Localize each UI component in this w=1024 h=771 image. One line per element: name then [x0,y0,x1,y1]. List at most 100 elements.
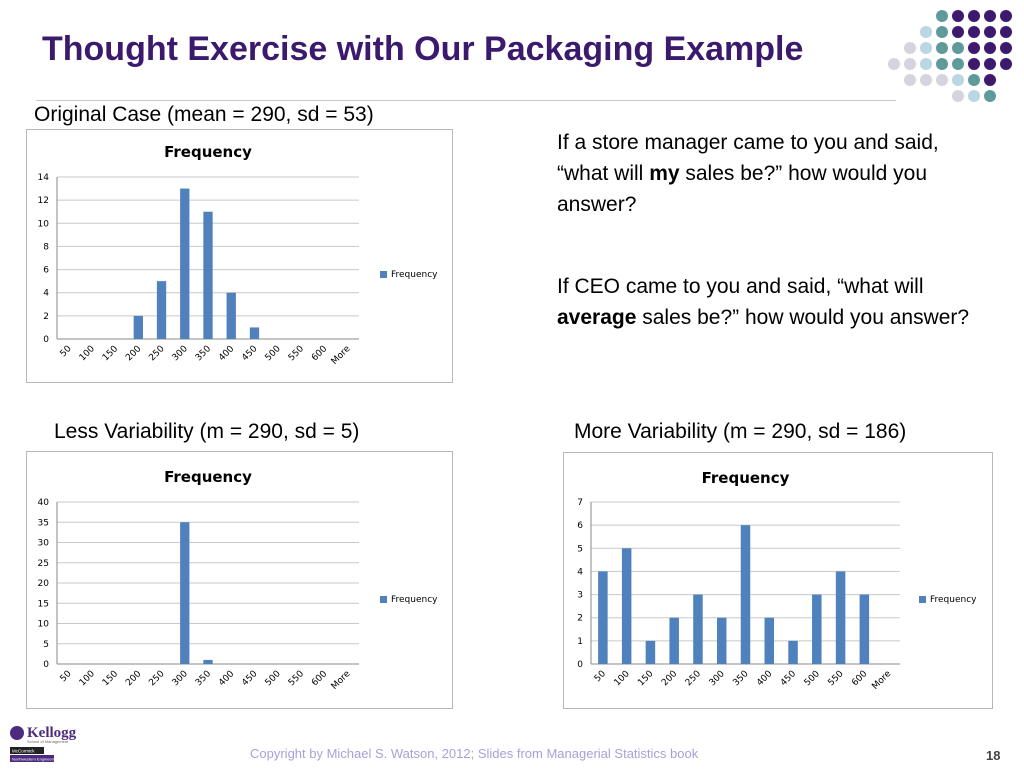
chart-title: Frequency [164,143,252,161]
x-tick-label: 550 [826,669,845,688]
x-tick-label: 200 [124,669,143,688]
y-tick-label: 10 [38,219,50,229]
x-tick-label: 550 [287,344,306,363]
decorative-dot [952,10,964,22]
logo-wordmark: Kellogg [27,725,77,741]
decorative-dot [984,74,996,86]
original-chart-frame: Frequency 0 2 4 6 8 10 12 14 50 100 150 200 250 300 350… [26,129,453,383]
copyright-footer: Copyright by Michael S. Watson, 2012; Sl… [250,746,699,761]
question-ceo: If CEO came to you and said, “what will … [557,271,977,333]
y-tick-label: 4 [577,567,583,577]
decorative-dot [904,74,916,86]
bar [669,617,679,664]
legend-swatch [380,596,387,603]
question2-emphasis: average [557,306,637,329]
x-tick-label: 200 [660,669,679,688]
y-tick-label: 0 [43,660,49,670]
x-tick-label: 350 [731,669,750,688]
y-tick-label: 1 [577,637,583,647]
y-tick-label: 0 [43,335,49,345]
y-tick-label: 15 [38,599,49,609]
x-tick-label: 100 [613,669,632,688]
kellogg-logo-graphic: Kellogg School of Management McCormick N… [10,725,77,762]
decorative-dot [968,42,980,54]
decorative-dot [968,74,980,86]
decorative-dot [984,42,996,54]
x-tick-label: 50 [59,669,74,684]
decorative-dot [952,90,964,102]
x-tick-label: 500 [264,344,283,363]
y-tick-label: 5 [577,544,583,554]
x-tick-label: 500 [803,669,822,688]
bar [740,525,751,664]
chart-title: Frequency [702,469,790,487]
x-tick-label: 450 [240,344,259,363]
decorative-dot [920,58,932,70]
decorative-dot [1000,42,1012,54]
bar [180,522,190,664]
more-variability-label: More Variability (m = 290, sd = 186) [574,420,907,443]
x-tick-label: 400 [217,669,236,688]
bar [835,571,846,664]
x-tick-label: 300 [708,669,727,688]
y-tick-label: 40 [38,498,50,508]
y-tick-label: 2 [577,614,583,624]
decorative-dot [984,58,996,70]
bar [203,659,213,664]
x-tick-label: 300 [171,669,190,688]
x-tick-label: 100 [78,344,97,363]
logo-badge-1: McCormick [12,749,35,754]
logo-subtext: School of Management [27,739,69,744]
x-tick-label: 50 [593,669,608,684]
y-tick-label: 12 [38,196,49,206]
decorative-dot [1000,10,1012,22]
decorative-dot [952,58,964,70]
decorative-dot [968,90,980,102]
y-tick-label: 8 [43,242,49,252]
y-tick-label: 2 [43,312,49,322]
legend-swatch [919,596,926,603]
decorative-dot [920,74,932,86]
question1-text-start: If a store manager came to you and said,… [557,131,939,185]
x-tick-label: 50 [59,344,74,359]
decorative-dot [1000,58,1012,70]
x-tick-label: 600 [310,669,329,688]
bar [203,211,213,339]
original-case-label: Original Case (mean = 290, sd = 53) [34,103,374,126]
x-tick-label: 200 [124,344,143,363]
x-tick-label: 150 [101,344,120,363]
decorative-dot [904,58,916,70]
decorative-dot [920,42,932,54]
x-tick-label: 400 [755,669,774,688]
question2-text-start: If CEO came to you and said, “what will [557,275,924,298]
bar [764,617,775,664]
y-tick-label: 25 [38,559,49,569]
decorative-dot [904,42,916,54]
y-tick-label: 14 [38,173,50,183]
x-tick-label: 450 [779,669,798,688]
bar [812,594,822,664]
logo-badge-2: Northwestern Engineering [12,757,58,762]
decorative-dot [952,42,964,54]
x-tick-label: 600 [850,669,869,688]
decorative-dot [936,74,948,86]
x-tick-label: 150 [101,669,120,688]
question1-emphasis: my [649,162,680,185]
legend-swatch [380,271,387,278]
x-tick-label: 250 [147,344,166,363]
x-tick-label: 350 [194,344,213,363]
question1-text-end: sales be?” how would you answer? [557,162,928,216]
original-frequency-chart: Frequency 0 2 4 6 8 10 12 14 50 100 150 200 250 300 350… [38,143,439,367]
x-tick-label: 550 [287,669,306,688]
decorative-dot [952,74,964,86]
legend-label: Frequency [391,595,438,605]
y-tick-label: 4 [43,289,49,299]
bar [180,188,190,339]
decorative-dot [920,26,932,38]
more-variability-chart-frame: Frequency 0 1 2 3 4 5 6 7 50 100 150 200 250 300 350 400… [563,452,993,709]
question2-text-end: sales be?” how would you answer? [636,306,970,329]
y-tick-label: 20 [38,579,50,589]
chart-title: Frequency [164,468,252,486]
kellogg-logo: Kellogg School of Management McCormick N… [8,722,78,766]
slide-title: Thought Exercise with Our Packaging Exam… [42,30,804,68]
